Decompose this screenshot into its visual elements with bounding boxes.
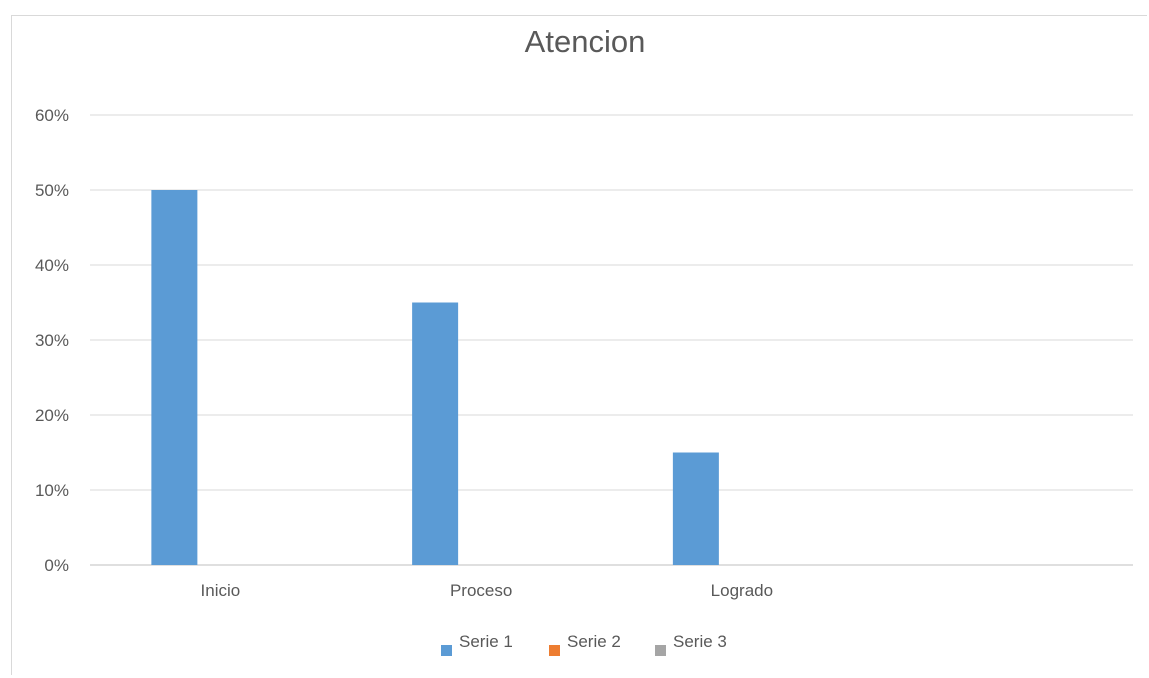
bar-serie-1-proceso [412, 302, 459, 565]
legend: Serie 1 Serie 2 Serie 3 [441, 632, 727, 656]
legend-label: Serie 3 [673, 632, 727, 651]
chart-frame [11, 15, 1147, 675]
y-axis-ticks: 0% 10% 20% 30% 40% 50% 60% [35, 106, 69, 575]
legend-swatch [549, 645, 560, 656]
bars [151, 190, 719, 565]
y-tick-label: 30% [35, 331, 69, 350]
y-tick-label: 20% [35, 406, 69, 425]
legend-item: Serie 2 [549, 632, 621, 656]
legend-label: Serie 1 [459, 632, 513, 651]
y-tick-label: 60% [35, 106, 69, 125]
legend-item: Serie 3 [655, 632, 727, 656]
legend-label: Serie 2 [567, 632, 621, 651]
y-tick-label: 0% [44, 556, 69, 575]
legend-swatch [441, 645, 452, 656]
legend-item: Serie 1 [441, 632, 513, 656]
x-category-label: Inicio [201, 581, 241, 600]
chart-title: Atencion [525, 24, 646, 59]
x-category-label: Proceso [450, 581, 512, 600]
bar-serie-1-logrado [672, 452, 719, 565]
bar-serie-1-inicio [151, 190, 198, 565]
y-tick-label: 50% [35, 181, 69, 200]
y-tick-label: 10% [35, 481, 69, 500]
legend-swatch [655, 645, 666, 656]
x-axis-categories: Inicio Proceso Logrado [201, 581, 774, 600]
y-tick-label: 40% [35, 256, 69, 275]
x-category-label: Logrado [711, 581, 773, 600]
gridlines [90, 114, 1133, 566]
